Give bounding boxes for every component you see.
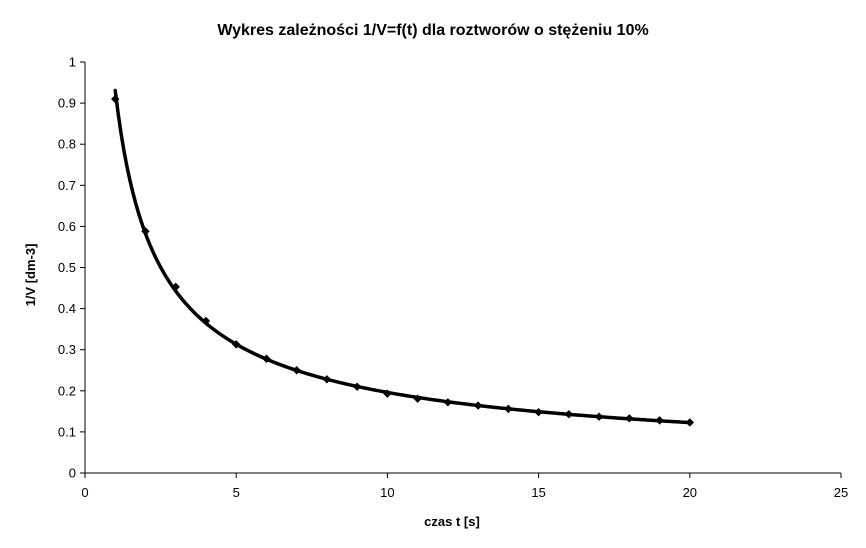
y-tick-label: 0.8	[58, 137, 76, 152]
data-point	[352, 382, 362, 391]
data-point	[685, 418, 695, 427]
y-axis-title: 1/V [dm-3]	[23, 244, 38, 307]
x-tick-label: 15	[531, 485, 545, 500]
data-point	[625, 414, 634, 423]
y-ticks: 0 0.1 0.2 0.3 0.4 0.5 0.6 0.7 0.8 0.9 1	[58, 55, 85, 481]
data-point	[594, 412, 604, 421]
data-point	[322, 375, 332, 384]
y-tick-label: 0.3	[58, 342, 76, 357]
x-ticks: 0 5 10 15 20 25	[81, 473, 848, 500]
y-tick-label: 0.7	[58, 178, 76, 193]
x-tick-label: 25	[834, 485, 848, 500]
x-axis-title: czas t [s]	[424, 514, 480, 529]
data-point	[262, 354, 271, 363]
y-tick-label: 0	[69, 466, 76, 481]
data-point	[141, 227, 150, 236]
data-point	[292, 366, 301, 375]
data-point	[655, 416, 664, 425]
data-point	[443, 398, 453, 407]
x-tick-label: 20	[683, 485, 697, 500]
data-point	[231, 340, 241, 349]
y-tick-label: 0.6	[58, 219, 76, 234]
x-tick-label: 5	[233, 485, 240, 500]
data-point	[504, 404, 513, 414]
plot-area	[111, 88, 695, 427]
data-point	[383, 389, 392, 398]
data-point	[534, 407, 543, 417]
y-tick-label: 0.5	[58, 260, 76, 275]
y-tick-label: 0.4	[58, 301, 76, 316]
y-tick-label: 0.1	[58, 424, 76, 439]
data-point	[473, 401, 483, 410]
data-point	[413, 394, 422, 403]
trend-line	[113, 88, 692, 425]
data-point	[201, 316, 211, 326]
x-tick-label: 10	[380, 485, 394, 500]
chart-title: Wykres zależności 1/V=f(t) dla roztworów…	[217, 22, 648, 39]
y-tick-label: 0.2	[58, 383, 76, 398]
data-point	[171, 282, 180, 292]
y-tick-label: 1	[69, 55, 76, 70]
x-tick-label: 0	[81, 485, 88, 500]
data-markers	[111, 94, 695, 427]
y-tick-label: 0.9	[58, 96, 76, 111]
data-point	[111, 94, 120, 104]
data-point	[564, 410, 574, 419]
